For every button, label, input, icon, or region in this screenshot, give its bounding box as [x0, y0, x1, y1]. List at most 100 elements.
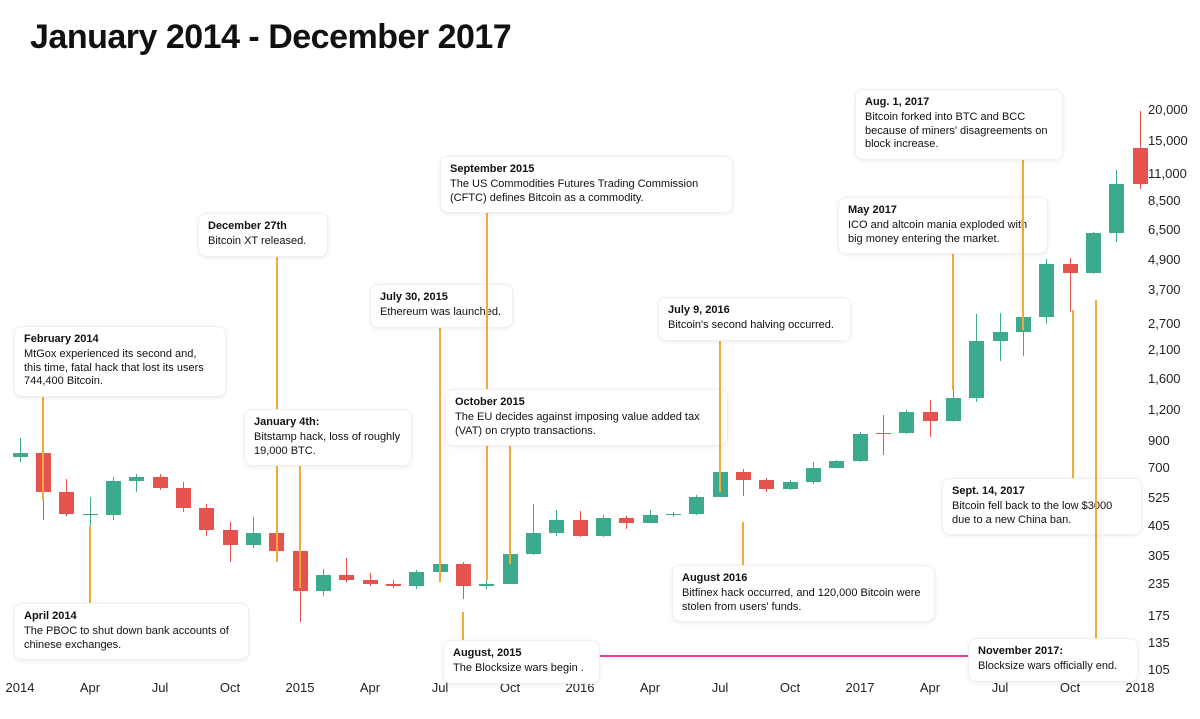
- annotation-title: September 2015: [450, 163, 723, 177]
- annotation-text: MtGox experienced its second and, this t…: [24, 348, 216, 389]
- annotation-text: The EU decides against imposing value ad…: [455, 411, 718, 439]
- y-axis-tick: 8,500: [1148, 193, 1200, 208]
- annotation-blocksize_end: November 2017:Blocksize wars officially …: [968, 638, 1138, 682]
- annotation-bitfinex: August 2016Bitfinex hack occurred, and 1…: [672, 565, 935, 622]
- annotation-connector: [1095, 300, 1097, 644]
- x-axis-tick: Jul: [712, 680, 729, 695]
- candle-body: [1063, 264, 1078, 272]
- y-axis-tick: 135: [1148, 635, 1200, 650]
- annotation-connector: [742, 522, 744, 571]
- candle-body: [223, 530, 238, 545]
- candlestick-chart: 20,00015,00011,0008,5006,5004,9003,7002,…: [0, 0, 1200, 719]
- candle-body: [783, 482, 798, 489]
- candle-body: [153, 477, 168, 488]
- x-axis-tick: 2017: [846, 680, 875, 695]
- candle-body: [176, 488, 191, 508]
- annotation-connector: [89, 526, 91, 609]
- annotation-cftc: September 2015The US Commodities Futures…: [440, 156, 733, 213]
- x-axis-tick: 2015: [286, 680, 315, 695]
- y-axis-tick: 305: [1148, 548, 1200, 563]
- x-axis-tick: Jul: [992, 680, 1009, 695]
- annotation-connector: [486, 186, 488, 580]
- candle-body: [339, 575, 354, 579]
- candle-body: [1133, 148, 1148, 184]
- candle-body: [316, 575, 331, 591]
- annotation-title: Sept. 14, 2017: [952, 485, 1132, 499]
- x-axis-tick: Oct: [780, 680, 800, 695]
- x-axis-tick: Apr: [920, 680, 940, 695]
- annotation-fork: Aug. 1, 2017Bitcoin forked into BTC and …: [855, 89, 1063, 160]
- annotation-eth: July 30, 2015Ethereum was launched.: [370, 284, 513, 328]
- candle-body: [666, 514, 681, 516]
- candle-body: [479, 584, 494, 587]
- x-axis-tick: Oct: [1060, 680, 1080, 695]
- candle-body: [993, 332, 1008, 341]
- y-axis-tick: 525: [1148, 490, 1200, 505]
- candle-body: [689, 497, 704, 514]
- x-axis-tick: 2014: [6, 680, 35, 695]
- candle-body: [199, 508, 214, 530]
- annotation-connector: [719, 327, 721, 492]
- x-axis-tick: Apr: [360, 680, 380, 695]
- annotation-text: Bitstamp hack, loss of roughly 19,000 BT…: [254, 431, 402, 459]
- candle-body: [946, 398, 961, 422]
- candle-wick: [90, 497, 91, 527]
- annotation-title: January 4th:: [254, 416, 402, 430]
- annotation-title: Aug. 1, 2017: [865, 96, 1053, 110]
- annotation-title: December 27th: [208, 220, 318, 234]
- candle-body: [526, 533, 541, 553]
- annotation-china: Sept. 14, 2017Bitcoin fell back to the l…: [942, 478, 1142, 535]
- annotation-ico: May 2017ICO and altcoin mania exploded w…: [838, 197, 1048, 254]
- annotation-title: August 2016: [682, 572, 925, 586]
- candle-wick: [883, 415, 884, 455]
- candle-body: [923, 412, 938, 421]
- annotation-text: Bitfinex hack occurred, and 120,000 Bitc…: [682, 587, 925, 615]
- candle-body: [246, 533, 261, 545]
- annotation-text: Bitcoin forked into BTC and BCC because …: [865, 111, 1053, 152]
- candle-body: [643, 515, 658, 523]
- candle-body: [759, 480, 774, 489]
- y-axis-tick: 3,700: [1148, 282, 1200, 297]
- y-axis-tick: 15,000: [1148, 133, 1200, 148]
- y-axis-tick: 1,600: [1148, 371, 1200, 386]
- x-axis-tick: 2018: [1126, 680, 1155, 695]
- candle-body: [806, 468, 821, 483]
- candle-body: [619, 518, 634, 524]
- annotation-title: May 2017: [848, 204, 1038, 218]
- annotation-connector: [1072, 310, 1074, 484]
- y-axis-tick: 11,000: [1148, 166, 1200, 181]
- annotation-text: ICO and altcoin mania exploded with big …: [848, 219, 1038, 247]
- y-axis-tick: 900: [1148, 433, 1200, 448]
- annotation-text: The PBOC to shut down bank accounts of c…: [24, 625, 239, 653]
- candle-body: [853, 434, 868, 461]
- annotation-bitstamp: January 4th:Bitstamp hack, loss of rough…: [244, 409, 412, 466]
- annotation-text: Bitcoin's second halving occurred.: [668, 319, 841, 333]
- annotation-title: November 2017:: [978, 645, 1128, 659]
- annotation-title: August, 2015: [453, 647, 590, 661]
- annotation-title: October 2015: [455, 396, 718, 410]
- annotation-text: Bitcoin fell back to the low $3000 due t…: [952, 500, 1132, 528]
- y-axis-tick: 700: [1148, 460, 1200, 475]
- candle-wick: [20, 438, 21, 461]
- annotation-title: April 2014: [24, 610, 239, 624]
- x-axis-tick: Oct: [220, 680, 240, 695]
- annotation-halving: July 9, 2016Bitcoin's second halving occ…: [658, 297, 851, 341]
- candle-body: [106, 481, 121, 515]
- y-axis-tick: 20,000: [1148, 102, 1200, 117]
- candle-body: [409, 572, 424, 586]
- y-axis-tick: 6,500: [1148, 222, 1200, 237]
- y-axis-tick: 235: [1148, 576, 1200, 591]
- y-axis-tick: 2,700: [1148, 316, 1200, 331]
- annotation-xt: December 27thBitcoin XT released.: [198, 213, 328, 257]
- annotation-text: The Blocksize wars begin .: [453, 662, 590, 676]
- candle-body: [549, 520, 564, 534]
- annotation-connector: [276, 243, 278, 562]
- x-axis-tick: Jul: [152, 680, 169, 695]
- annotation-title: July 9, 2016: [668, 304, 841, 318]
- candle-body: [969, 341, 984, 398]
- x-axis-tick: Apr: [640, 680, 660, 695]
- candle-body: [13, 453, 28, 457]
- candle-body: [573, 520, 588, 536]
- candle-body: [1039, 264, 1054, 317]
- annotation-text: The US Commodities Futures Trading Commi…: [450, 178, 723, 206]
